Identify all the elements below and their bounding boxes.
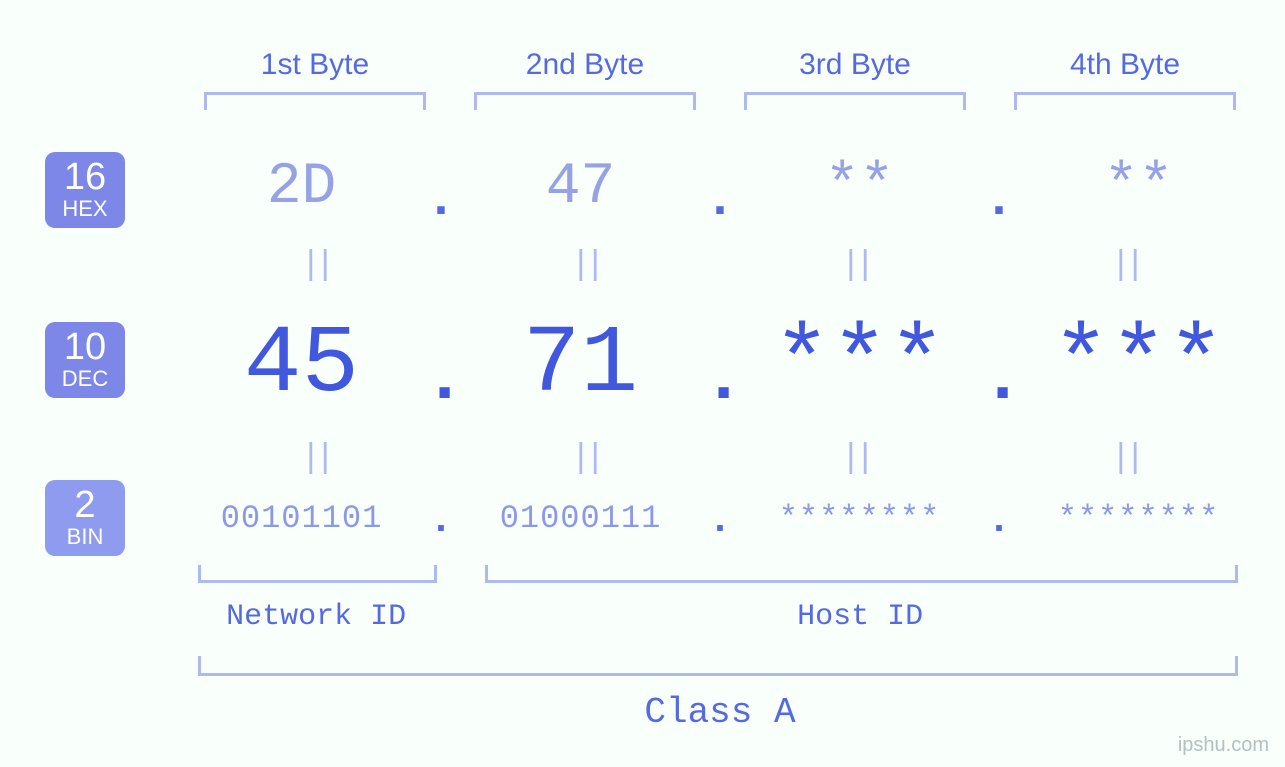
top-bracket-row	[180, 92, 1260, 110]
badge-dec-num: 10	[45, 328, 125, 366]
bin-byte-2: 01000111	[459, 500, 702, 537]
dot-separator: .	[423, 171, 459, 230]
badge-hex-num: 16	[45, 158, 125, 196]
dec-byte-2: 71	[459, 310, 702, 419]
badge-hex-lbl: HEX	[45, 198, 125, 220]
equals-icon: ||	[180, 247, 450, 285]
row-bin: 00101101 . 01000111 . ******** . *******…	[180, 495, 1260, 540]
row-hex: 2D . 47 . ** . **	[180, 155, 1260, 220]
row-dec: 45 . 71 . *** . ***	[180, 310, 1260, 419]
dec-byte-4: ***	[1017, 310, 1260, 419]
dot-separator: .	[981, 499, 1017, 544]
equals-icon: ||	[990, 247, 1260, 285]
badge-bin-lbl: BIN	[45, 526, 125, 548]
id-bracket-row	[180, 565, 1260, 583]
class-bracket	[198, 656, 1238, 676]
byte-header-1: 1st Byte	[180, 48, 450, 82]
base-badge-dec: 10 DEC	[45, 322, 125, 398]
dot-separator: .	[981, 171, 1017, 230]
dot-separator: .	[702, 338, 738, 420]
byte-header-row: 1st Byte 2nd Byte 3rd Byte 4th Byte	[180, 48, 1260, 82]
class-label: Class A	[180, 692, 1260, 733]
byte-header-2: 2nd Byte	[450, 48, 720, 82]
base-badge-bin: 2 BIN	[45, 480, 125, 556]
top-bracket-3	[744, 92, 966, 110]
equals-row-hex-dec: || || || ||	[180, 247, 1260, 285]
equals-row-dec-bin: || || || ||	[180, 440, 1260, 478]
top-bracket-2	[474, 92, 696, 110]
hex-byte-2: 47	[459, 155, 702, 220]
equals-icon: ||	[990, 440, 1260, 478]
id-label-row: Network ID Host ID	[180, 600, 1260, 634]
dot-separator: .	[702, 171, 738, 230]
bin-byte-3: ********	[738, 500, 981, 537]
dot-separator: .	[981, 338, 1017, 420]
byte-header-3: 3rd Byte	[720, 48, 990, 82]
network-id-label: Network ID	[198, 600, 434, 634]
top-bracket-4	[1014, 92, 1236, 110]
badge-dec-lbl: DEC	[45, 368, 125, 390]
dec-byte-3: ***	[738, 310, 981, 419]
network-id-bracket	[198, 565, 437, 583]
hex-byte-4: **	[1017, 155, 1260, 220]
dot-separator: .	[423, 499, 459, 544]
bin-byte-4: ********	[1017, 500, 1260, 537]
equals-icon: ||	[180, 440, 450, 478]
equals-icon: ||	[720, 440, 990, 478]
top-bracket-1	[204, 92, 426, 110]
hex-byte-3: **	[738, 155, 981, 220]
equals-icon: ||	[450, 247, 720, 285]
equals-icon: ||	[720, 247, 990, 285]
host-id-bracket	[485, 565, 1238, 583]
watermark: ipshu.com	[1178, 734, 1269, 757]
badge-bin-num: 2	[45, 486, 125, 524]
bin-byte-1: 00101101	[180, 500, 423, 537]
dot-separator: .	[702, 499, 738, 544]
equals-icon: ||	[450, 440, 720, 478]
hex-byte-1: 2D	[180, 155, 423, 220]
dot-separator: .	[423, 338, 459, 420]
host-id-label: Host ID	[482, 600, 1238, 634]
dec-byte-1: 45	[180, 310, 423, 419]
byte-header-4: 4th Byte	[990, 48, 1260, 82]
base-badge-hex: 16 HEX	[45, 152, 125, 228]
